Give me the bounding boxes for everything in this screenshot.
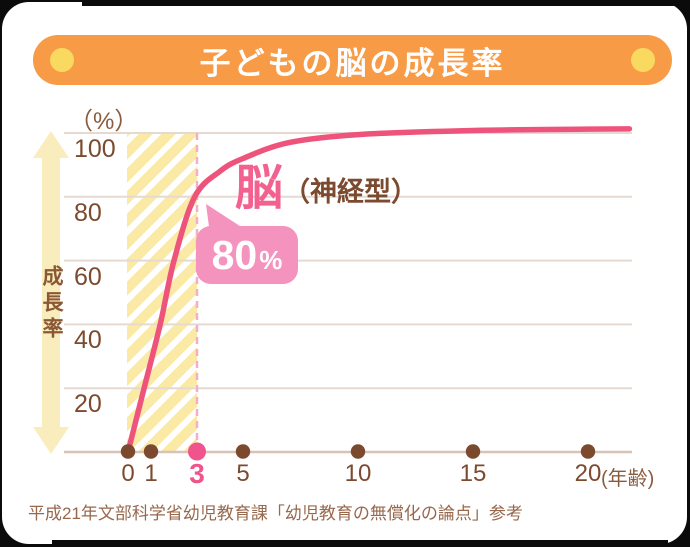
frame-edge-bottom — [52, 540, 668, 547]
x-tick-label-20: 20 — [574, 460, 602, 487]
x-axis-dot-3 — [188, 442, 206, 461]
x-axis-unit-label: (年齢) — [601, 468, 655, 490]
x-axis-dot-20 — [580, 444, 596, 459]
y-tick-label-20: 20 — [74, 390, 102, 419]
frame-edge-top — [82, 0, 690, 6]
x-tick-label-1: 1 — [144, 460, 158, 487]
y-tick-label-80: 80 — [74, 198, 102, 227]
callout-value: 80 — [211, 231, 258, 278]
source-citation: 平成21年文部科学省幼児教育課「幼児教育の無償化の論点」参考 — [28, 504, 523, 523]
series-name-neural-type: （神経型） — [283, 176, 419, 207]
y-tick-label-60: 60 — [74, 262, 102, 291]
chart-title: 子どもの脳の成長率 — [199, 45, 506, 81]
y-tick-label-40: 40 — [74, 326, 102, 355]
banner-dot-right-icon — [631, 48, 655, 72]
x-axis-dot-15 — [465, 444, 481, 459]
y-axis-unit-label: （%） — [69, 108, 139, 135]
callout-unit: % — [259, 244, 283, 275]
x-tick-label-5: 5 — [236, 460, 250, 487]
x-tick-label-10: 10 — [344, 460, 372, 487]
y-axis-title: 成長率 — [40, 265, 63, 343]
series-name-brain: 脳 — [235, 162, 284, 215]
x-axis-dot-0 — [120, 444, 136, 459]
banner-dot-left-icon — [50, 48, 74, 72]
growth-curve-neural — [125, 126, 633, 455]
series-label: 脳 （神経型） — [235, 162, 419, 216]
x-axis-dot-5 — [235, 444, 251, 459]
value-callout-bubble: 80 % — [196, 226, 298, 284]
title-banner: 子どもの脳の成長率 — [33, 35, 672, 85]
x-axis-dot-10 — [350, 444, 366, 459]
x-tick-label-0: 0 — [121, 460, 135, 487]
x-axis-dot-1 — [143, 444, 159, 459]
y-tick-label-100: 100 — [74, 135, 116, 163]
x-tick-label-15: 15 — [459, 460, 487, 487]
x-tick-label-3: 3 — [189, 458, 205, 489]
y-axis-arrow — [33, 131, 69, 454]
